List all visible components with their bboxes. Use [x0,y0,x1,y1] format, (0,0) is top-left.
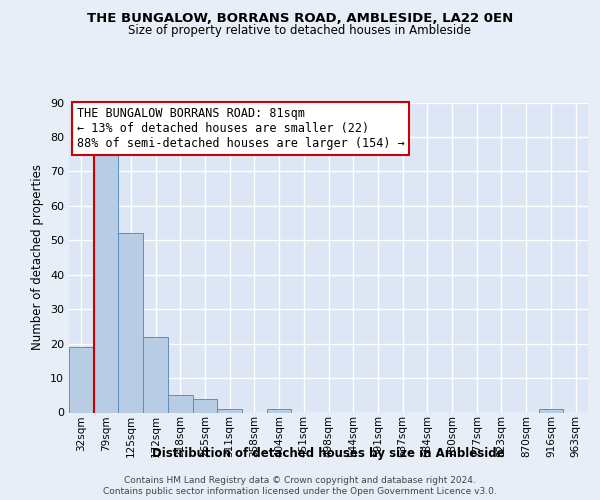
Text: Contains HM Land Registry data © Crown copyright and database right 2024.: Contains HM Land Registry data © Crown c… [124,476,476,485]
Bar [217,409,242,412]
Text: Contains public sector information licensed under the Open Government Licence v3: Contains public sector information licen… [103,488,497,496]
Bar [143,336,168,412]
Bar [539,409,563,412]
Bar [69,347,94,412]
Text: Distribution of detached houses by size in Ambleside: Distribution of detached houses by size … [152,448,505,460]
Bar [118,234,143,412]
Text: Size of property relative to detached houses in Ambleside: Size of property relative to detached ho… [128,24,472,37]
Bar [193,398,217,412]
Bar [168,396,193,412]
Text: THE BUNGALOW BORRANS ROAD: 81sqm
← 13% of detached houses are smaller (22)
88% o: THE BUNGALOW BORRANS ROAD: 81sqm ← 13% o… [77,107,404,150]
Y-axis label: Number of detached properties: Number of detached properties [31,164,44,350]
Bar [267,409,292,412]
Bar [94,154,118,412]
Text: THE BUNGALOW, BORRANS ROAD, AMBLESIDE, LA22 0EN: THE BUNGALOW, BORRANS ROAD, AMBLESIDE, L… [87,12,513,26]
